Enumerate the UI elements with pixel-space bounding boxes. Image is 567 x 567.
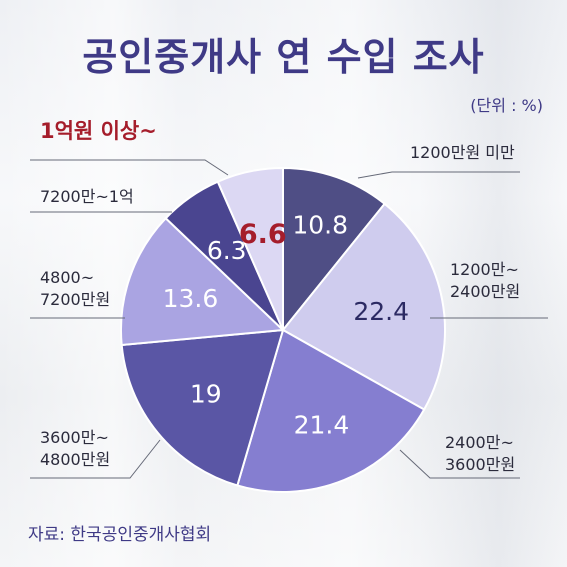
pie-slice [120,216,286,347]
unit-label: (단위 : %) [470,96,543,115]
category-label: 3600만~ 4800만원 [40,428,110,469]
data-label: 13.6 [163,284,219,313]
leader-line [30,159,229,176]
pie-slice [216,166,284,331]
data-label: 19 [190,380,222,409]
category-label: 1억원 이상~ [40,119,157,143]
category-label: 2400만~ 3600만원 [445,433,515,474]
data-label: 10.8 [292,210,348,239]
pie-slice [282,166,387,333]
data-label: 22.4 [353,297,409,326]
category-label: 1200만~ 2400만원 [450,260,520,301]
pie-slice [281,202,447,411]
pie-slice [236,328,426,493]
pie-slice [120,328,285,487]
source-note: 자료: 한국공인중개사협회 [28,525,212,545]
category-label: 7200만~1억 [40,187,134,206]
category-label: 1200만원 미만 [410,143,515,162]
leader-line [399,449,520,479]
chart-title: 공인중개사 연 수입 조사 [82,35,485,79]
data-label: 6.6 [239,219,287,250]
data-label: 21.4 [294,411,350,440]
leader-line [357,171,520,179]
data-label: 6.3 [207,236,247,265]
category-label: 4800~ 7200만원 [40,268,110,309]
leader-line [30,439,161,479]
